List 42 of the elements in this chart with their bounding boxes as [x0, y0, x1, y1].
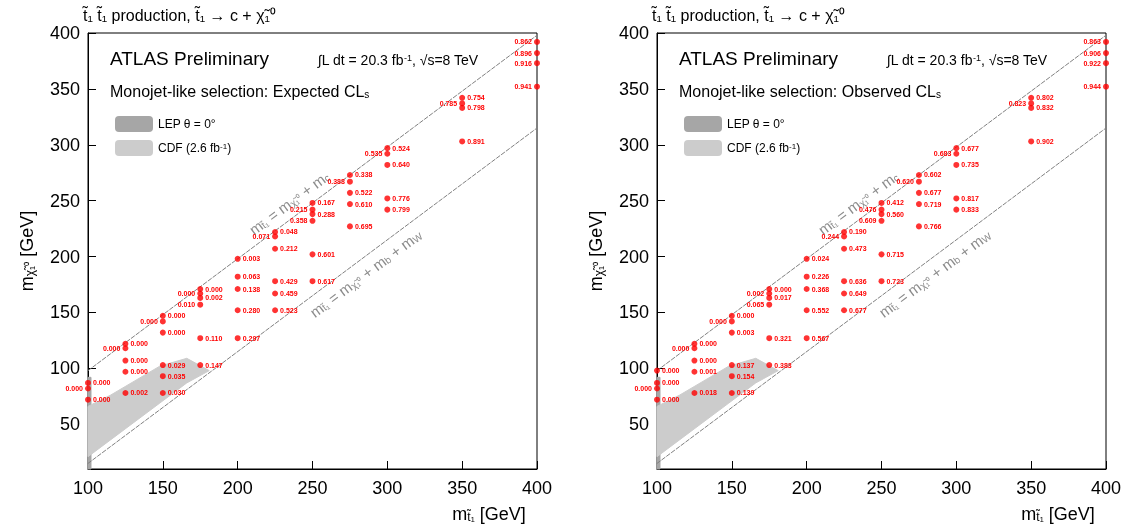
annotation: ATLAS Preliminary [110, 48, 270, 69]
annotation: Monojet-like selection: Expected CLs [110, 82, 370, 100]
x-tick-label: 400 [1090, 478, 1122, 498]
x-axis-title: mt̃₁ [GeV] [1021, 504, 1095, 524]
x-axis-title: mt̃₁ [GeV] [452, 504, 526, 524]
y-tick-label: 100 [618, 358, 649, 379]
x-tick-label: 350 [447, 478, 478, 498]
x-tick-label: 250 [866, 478, 897, 498]
x-tick-label: 300 [941, 478, 972, 498]
x-tick-label: 100 [72, 478, 104, 498]
y-tick-label: 100 [49, 358, 80, 379]
y-axis-title: mχ̃₁⁰ [GeV] [586, 210, 606, 292]
y-tick-label: 50 [628, 414, 649, 435]
annotation: ATLAS Preliminary [679, 48, 839, 69]
y-tick-label: 350 [618, 78, 649, 99]
x-tick-label: 100 [641, 478, 673, 498]
y-tick-label: 400 [49, 23, 80, 43]
legend-label: LEP θ = 0° [158, 117, 216, 131]
y-tick-label: 350 [49, 78, 80, 99]
x-tick-label: 350 [1016, 478, 1047, 498]
y-tick-label: 200 [49, 246, 80, 267]
y-tick-label: 300 [49, 134, 80, 155]
x-tick-label: 300 [372, 478, 403, 498]
x-tick-label: 200 [791, 478, 822, 498]
chart-title: t̃₁ t̃₁ production, t̃₁ → c + χ̃₁⁰ [81, 5, 276, 24]
y-tick-label: 50 [59, 414, 80, 435]
x-tick-label: 200 [222, 478, 253, 498]
y-tick-label: 400 [618, 23, 649, 43]
y-tick-label: 200 [618, 246, 649, 267]
y-tick-label: 150 [618, 302, 649, 323]
y-tick-label: 300 [618, 134, 649, 155]
x-tick-label: 400 [521, 478, 553, 498]
chart-title: t̃₁ t̃₁ production, t̃₁ → c + χ̃₁⁰ [650, 5, 845, 24]
y-tick-label: 250 [49, 190, 80, 211]
x-tick-label: 250 [297, 478, 328, 498]
x-tick-label: 150 [147, 478, 178, 498]
x-tick-label: 150 [716, 478, 747, 498]
annotation: Monojet-like selection: Observed CLs [679, 82, 942, 100]
y-tick-label: 150 [49, 302, 80, 323]
legend-label: LEP θ = 0° [727, 117, 785, 131]
y-axis-title: mχ̃₁⁰ [GeV] [17, 210, 37, 292]
y-tick-label: 250 [618, 190, 649, 211]
